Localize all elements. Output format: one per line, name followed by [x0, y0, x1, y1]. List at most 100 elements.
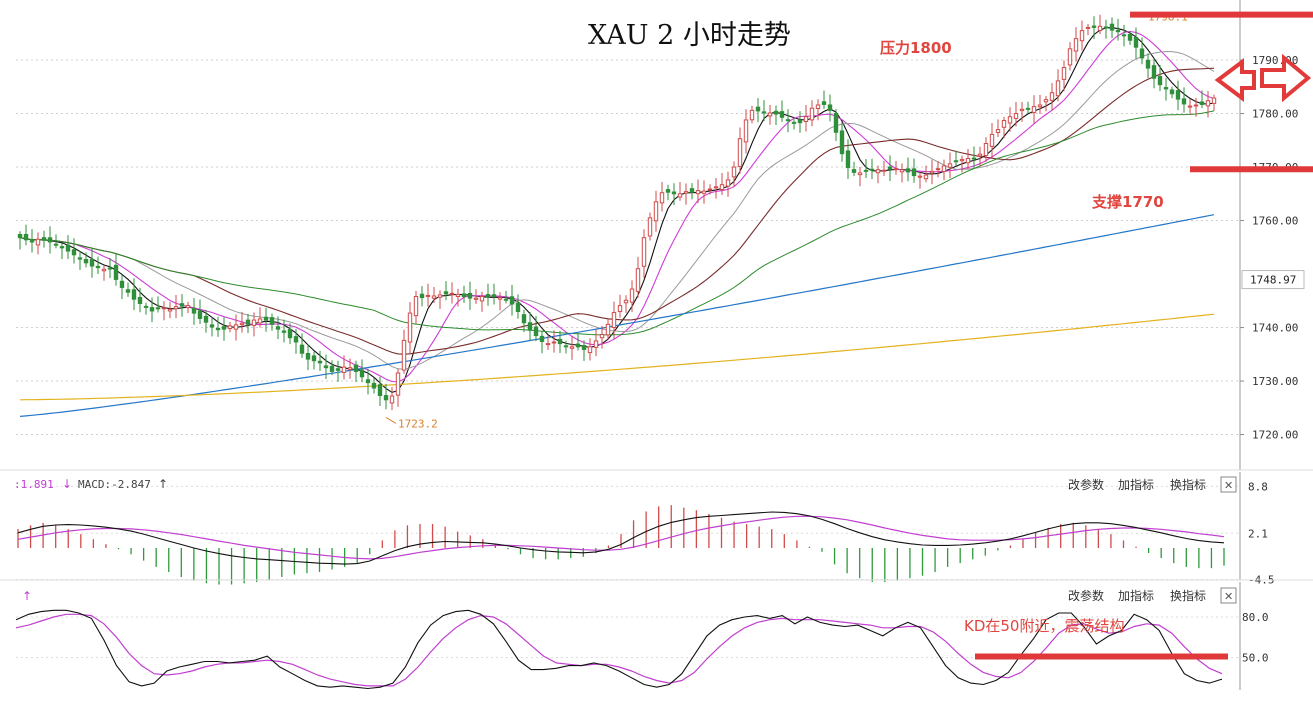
candle-body: [1205, 100, 1211, 107]
candle-body: [395, 372, 401, 396]
candle-body: [875, 169, 881, 174]
candle-body: [1127, 33, 1133, 41]
candle-body: [425, 294, 431, 297]
candle-body: [605, 323, 611, 336]
candle-body: [557, 338, 563, 345]
candle-body: [989, 133, 995, 147]
candle-body: [59, 246, 65, 249]
candle-body: [563, 345, 569, 348]
candle-body: [623, 299, 629, 304]
resistance-annotation: 压力1800: [880, 39, 952, 57]
candle-body: [653, 201, 659, 222]
kd-modify-params-button[interactable]: 改参数: [1068, 588, 1104, 603]
candle-body: [461, 293, 467, 298]
candle-body: [311, 355, 317, 362]
candle-body: [401, 339, 407, 371]
candle-body: [1157, 75, 1163, 86]
candle-body: [149, 307, 155, 312]
candle-body: [521, 314, 527, 324]
kd-close-button[interactable]: [1220, 587, 1237, 604]
candle-body: [1067, 48, 1073, 66]
candle-body: [467, 292, 473, 299]
candle-body: [983, 143, 989, 156]
candle-body: [731, 166, 737, 178]
candle-body: [407, 312, 413, 343]
candle-body: [719, 184, 725, 191]
candle-body: [551, 341, 557, 344]
candle-body: [761, 111, 767, 114]
kd-tick-label: 80.0: [1242, 611, 1269, 624]
macd-modify-params-button[interactable]: 改参数: [1068, 477, 1104, 492]
candle-body: [947, 163, 953, 168]
candle-body: [533, 326, 539, 337]
candle-body: [917, 175, 923, 178]
candle-body: [923, 174, 929, 180]
candle-body: [113, 264, 119, 280]
candle-body: [23, 233, 29, 241]
candle-body: [299, 344, 305, 354]
candle-body: [713, 186, 719, 189]
candle-body: [893, 168, 899, 171]
candle-body: [341, 366, 347, 373]
candle-body: [1061, 67, 1067, 80]
current-price-box: [1241, 270, 1305, 290]
candle-body: [641, 237, 647, 267]
macd-dea-line: [17, 515, 1225, 560]
candle-body: [179, 303, 185, 307]
ma60-line: [19, 110, 1215, 336]
candle-body: [1049, 92, 1055, 101]
candle-body: [971, 157, 977, 160]
candle-body: [371, 382, 377, 389]
candle-body: [161, 307, 167, 310]
candle-body: [887, 166, 893, 170]
candle-body: [131, 289, 137, 300]
price-tick-label: 1720.00: [1252, 429, 1298, 442]
kd-add-indicator-button[interactable]: 加指标: [1118, 588, 1154, 603]
candle-body: [65, 244, 71, 252]
candle-body: [647, 217, 653, 237]
candle-body: [695, 190, 701, 195]
candle-body: [137, 296, 143, 304]
candle-body: [1043, 99, 1049, 103]
candle-body: [617, 305, 623, 312]
price-tick-label: 1780.00: [1252, 108, 1298, 121]
candle-body: [437, 294, 443, 298]
direction-arrow-icon: [1214, 58, 1256, 102]
candle-body: [77, 257, 83, 260]
kd-switch-indicator-button[interactable]: 换指标: [1170, 588, 1206, 603]
macd-pane: 8.82.1-4.5:1.891 ↓ MACD:-2.847 ↑ 改参数 加指标 换指标 ✕: [14, 472, 1275, 587]
candle-body: [857, 172, 863, 176]
candle-body: [935, 168, 941, 171]
candle-body: [83, 259, 89, 264]
candle-body: [1115, 29, 1121, 33]
candle-body: [1025, 107, 1031, 110]
candle-body: [281, 330, 287, 333]
candle-body: [377, 384, 383, 396]
candle-body: [329, 365, 335, 372]
candle-body: [1001, 120, 1007, 128]
macd-close-button[interactable]: [1220, 476, 1237, 493]
candle-body: [359, 369, 365, 378]
candle-body: [701, 190, 707, 194]
candle-body: [203, 315, 209, 323]
candle-body: [575, 343, 581, 348]
close-icon: ✕: [1224, 590, 1233, 603]
candle-body: [443, 291, 449, 295]
candle-body: [185, 305, 191, 309]
macd-switch-indicator-button[interactable]: 换指标: [1170, 477, 1206, 492]
candle-body: [965, 157, 971, 164]
candle-body: [683, 191, 689, 194]
candle-body: [665, 189, 671, 193]
candle-body: [245, 319, 251, 325]
candle-body: [293, 336, 299, 343]
ma30-line: [19, 67, 1215, 355]
candle-body: [305, 352, 311, 360]
candle-body: [953, 160, 959, 163]
candle-body: [839, 130, 845, 155]
candle-body: [743, 119, 749, 143]
candle-body: [809, 107, 815, 121]
candle-body: [599, 334, 605, 339]
candle-body: [941, 165, 947, 172]
macd-add-indicator-button[interactable]: 加指标: [1118, 477, 1154, 492]
